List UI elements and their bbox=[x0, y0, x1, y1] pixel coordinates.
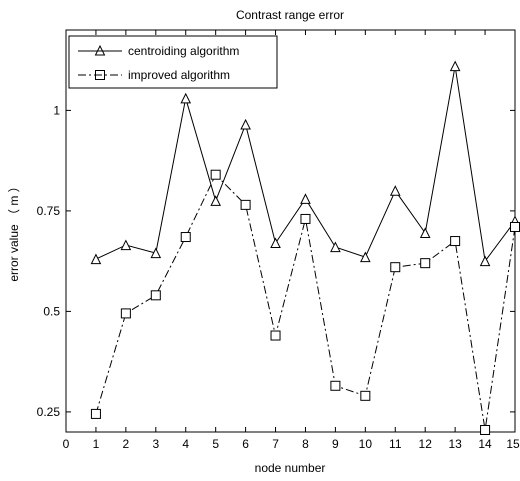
y-tick-label: 0.25 bbox=[37, 405, 61, 419]
axis-ticks: 0 1 2 3 4 5 6 7 8 9 10 11 12 13 14 150.250.50.751 bbox=[37, 30, 520, 451]
point-square bbox=[300, 213, 311, 224]
x-tick-label: 4 bbox=[182, 437, 189, 451]
point-square bbox=[480, 424, 491, 435]
point-square bbox=[330, 380, 341, 391]
point-square bbox=[420, 258, 431, 269]
point-square bbox=[180, 232, 191, 243]
legend: centroiding algorithm improved algorithm bbox=[68, 35, 278, 89]
point-square bbox=[270, 330, 281, 341]
y-tick-label: 1 bbox=[53, 103, 60, 117]
point-square bbox=[120, 308, 131, 319]
point-triangle bbox=[330, 241, 341, 253]
point-square bbox=[450, 236, 461, 247]
chart-title: Contrast range error bbox=[236, 8, 344, 22]
point-square bbox=[510, 221, 520, 232]
legend-label-improved: improved algorithm bbox=[128, 68, 230, 82]
point-triangle bbox=[360, 251, 371, 263]
legend-label-centroiding: centroiding algorithm bbox=[128, 44, 239, 58]
point-triangle bbox=[180, 92, 192, 104]
x-tick-label: 0 bbox=[63, 437, 70, 451]
point-triangle bbox=[240, 118, 251, 130]
x-tick-label: 8 bbox=[302, 437, 309, 451]
plot-area bbox=[65, 29, 516, 433]
y-tick-label: 0.75 bbox=[37, 204, 61, 218]
point-triangle bbox=[120, 239, 132, 251]
point-square bbox=[90, 408, 101, 419]
point-triangle bbox=[300, 193, 311, 204]
point-triangle bbox=[90, 253, 102, 265]
legend-marker-triangle bbox=[94, 44, 106, 56]
x-tick-label: 9 bbox=[332, 437, 339, 451]
x-tick-label: 1 bbox=[93, 437, 100, 451]
x-axis-label: node number bbox=[255, 461, 326, 475]
x-tick-label: 12 bbox=[419, 437, 433, 451]
x-tick-label: 13 bbox=[448, 437, 462, 451]
point-triangle bbox=[479, 255, 491, 267]
point-triangle bbox=[210, 195, 221, 206]
y-axis-label: error value （ m ） bbox=[7, 180, 21, 281]
x-tick-label: 2 bbox=[123, 437, 130, 451]
x-tick-label: 3 bbox=[152, 437, 159, 451]
point-triangle bbox=[270, 237, 281, 249]
x-tick-label: 6 bbox=[242, 437, 249, 451]
point-square bbox=[390, 262, 401, 273]
point-triangle bbox=[419, 227, 431, 239]
point-triangle bbox=[389, 185, 401, 196]
x-tick-label: 7 bbox=[272, 437, 279, 451]
x-tick-label: 11 bbox=[389, 437, 402, 451]
point-square bbox=[360, 390, 371, 401]
point-square bbox=[210, 169, 221, 180]
x-tick-label: 5 bbox=[212, 437, 219, 451]
legend-marker-square bbox=[95, 70, 105, 80]
series-layer bbox=[90, 60, 520, 435]
x-tick-label: 15 bbox=[506, 437, 520, 451]
x-tick-label: 10 bbox=[359, 437, 373, 451]
x-tick-label: 14 bbox=[478, 437, 492, 451]
point-square bbox=[150, 290, 161, 301]
point-triangle bbox=[150, 247, 162, 259]
point-square bbox=[240, 199, 251, 210]
point-triangle bbox=[449, 60, 461, 72]
y-tick-label: 0.5 bbox=[43, 304, 60, 318]
